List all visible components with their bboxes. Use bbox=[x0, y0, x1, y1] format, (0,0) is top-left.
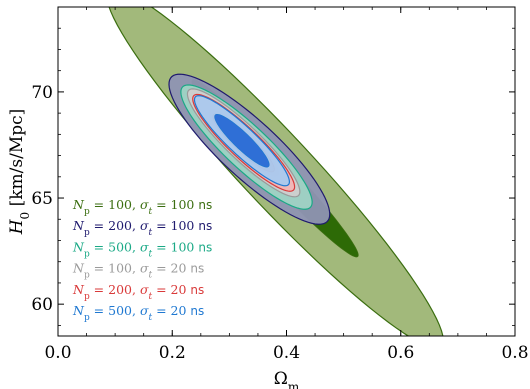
x-tick-label: 0.2 bbox=[159, 343, 186, 363]
x-tick-label: 0.8 bbox=[501, 343, 528, 363]
legend-entry-5: Np = 200, σt = 20 ns bbox=[72, 282, 204, 302]
x-tick-label: 0.0 bbox=[44, 343, 71, 363]
legend-entry-2: Np = 200, σt = 100 ns bbox=[72, 218, 212, 238]
contour-inner-6 bbox=[214, 113, 270, 168]
x-tick-label: 0.4 bbox=[273, 343, 300, 363]
y-tick-label: 70 bbox=[31, 83, 53, 103]
legend-entry-3: Np = 500, σt = 100 ns bbox=[72, 239, 212, 259]
x-tick-label: 0.6 bbox=[387, 343, 414, 363]
contour-group bbox=[108, 7, 444, 336]
legend-entry-4: Np = 100, σt = 20 ns bbox=[72, 261, 204, 281]
y-tick-label: 60 bbox=[31, 295, 53, 315]
y-tick-label: 65 bbox=[31, 189, 53, 209]
x-axis-label: Ωm bbox=[274, 369, 300, 389]
y-axis-label: H0 [km/s/Mpc] bbox=[7, 109, 32, 236]
legend-entry-6: Np = 500, σt = 20 ns bbox=[72, 303, 204, 323]
legend-entry-1: Np = 100, σt = 100 ns bbox=[72, 197, 212, 217]
